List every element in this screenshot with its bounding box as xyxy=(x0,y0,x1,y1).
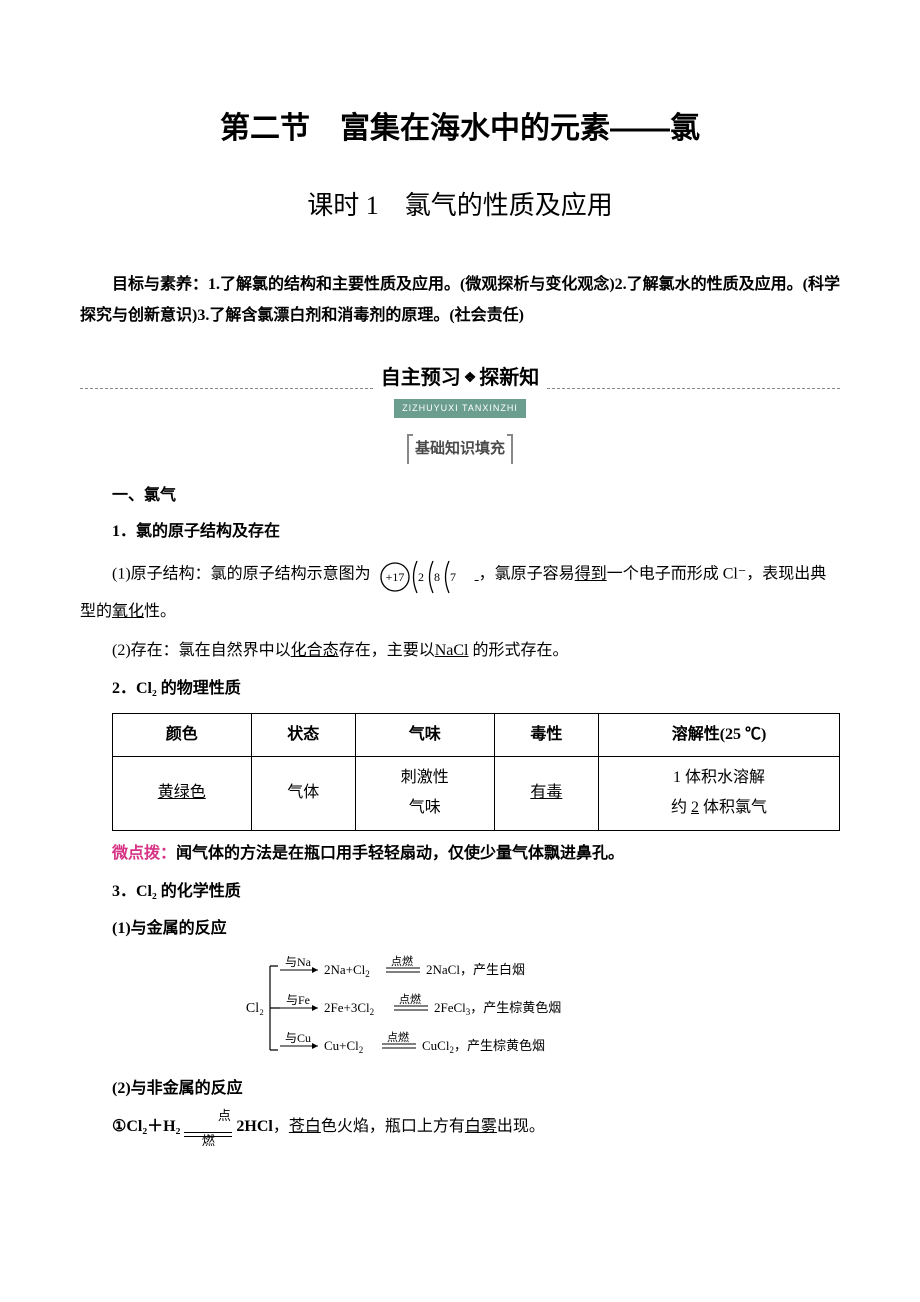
banner-chinese: 自主预习❖探新知 xyxy=(381,359,540,397)
svg-text:点燃: 点燃 xyxy=(391,954,413,968)
atom-diagram: +17 2 8 7 xyxy=(375,566,479,583)
heading-chlorine-gas: 一、氯气 xyxy=(80,481,840,511)
exist-mid: 存在，主要以 xyxy=(339,642,435,659)
atom-diagram-svg: +17 2 8 7 xyxy=(375,553,475,597)
atom-suffix-a: ，氯原子容易 xyxy=(479,566,575,583)
tail-b: 色火焰，瓶口上方有 xyxy=(321,1118,465,1135)
td-color: 黄绿色 xyxy=(113,757,252,831)
svg-text:与Na: 与Na xyxy=(285,955,312,969)
section-banner: 自主预习❖探新知 ZIZHUYUXI TANXINZHI xyxy=(80,359,840,418)
atom-u1: 得到 xyxy=(575,566,607,583)
svg-text:+17: +17 xyxy=(385,570,404,584)
exist-suffix: 的形式存在。 xyxy=(472,642,568,659)
svg-text:7: 7 xyxy=(450,570,456,584)
note-label: 微点拨： xyxy=(112,845,176,862)
reaction-lhs: Cl₂＋H₂ xyxy=(126,1118,180,1135)
td-state: 气体 xyxy=(251,757,355,831)
th-solubility: 溶解性(25 ℃) xyxy=(599,713,840,756)
tail-u1: 苍白 xyxy=(289,1118,321,1135)
reaction-arrow-icon: 点燃 xyxy=(184,1118,232,1137)
color-value: 黄绿色 xyxy=(158,784,206,801)
reaction-rhs: 2HCl xyxy=(236,1118,272,1135)
svg-text:点燃: 点燃 xyxy=(399,992,421,1006)
tail-a: ， xyxy=(273,1118,289,1135)
smell-b: 气味 xyxy=(364,793,486,823)
toxic-value: 有毒 xyxy=(530,784,562,801)
heading-physical-props: 2．Cl₂ 的物理性质 xyxy=(80,674,840,704)
physical-properties-table: 颜色 状态 气味 毒性 溶解性(25 ℃) 黄绿色 气体 刺激性 气味 有毒 1… xyxy=(112,713,840,831)
table-row: 颜色 状态 气味 毒性 溶解性(25 ℃) xyxy=(113,713,840,756)
svg-text:Cu+Cl2: Cu+Cl2 xyxy=(324,1038,363,1055)
exist-prefix: (2)存在：氯在自然界中以 xyxy=(112,642,291,659)
exist-u1: 化合态 xyxy=(291,642,339,659)
reaction-cond: 点燃 xyxy=(184,1104,232,1153)
sol-b-post: 体积氯气 xyxy=(699,799,767,816)
atom-structure-paragraph: (1)原子结构：氯的原子结构示意图为 +17 2 8 7 ，氯原子容易得到一个电… xyxy=(80,553,840,627)
objectives-lead: 目标与素养： xyxy=(112,276,208,293)
banner-dash-right xyxy=(547,388,840,389)
page-title: 第二节 富集在海水中的元素——氯 xyxy=(80,100,840,157)
heading-atom-structure: 1．氯的原子结构及存在 xyxy=(80,517,840,547)
micro-note: 微点拨：闻气体的方法是在瓶口用手轻轻扇动，仅使少量气体飘进鼻孔。 xyxy=(80,839,840,869)
atom-prefix: (1)原子结构：氯的原子结构示意图为 xyxy=(112,566,371,583)
banner-left: 自主预习 xyxy=(381,367,461,389)
svg-text:2FeCl3，产生棕黄色烟: 2FeCl3，产生棕黄色烟 xyxy=(434,1000,561,1017)
svg-text:8: 8 xyxy=(434,570,440,584)
th-toxicity: 毒性 xyxy=(494,713,598,756)
note-text: 闻气体的方法是在瓶口用手轻轻扇动，仅使少量气体飘进鼻孔。 xyxy=(176,845,624,862)
tail-c: 出现。 xyxy=(497,1118,545,1135)
sol-b: 约 2 体积氯气 xyxy=(607,793,831,823)
svg-text:Cl₂: Cl₂ xyxy=(246,1001,264,1016)
td-smell: 刺激性 气味 xyxy=(356,757,495,831)
existence-paragraph: (2)存在：氯在自然界中以化合态存在，主要以NaCl 的形式存在。 xyxy=(80,636,840,666)
svg-text:2NaCl，产生白烟: 2NaCl，产生白烟 xyxy=(426,962,525,977)
tail-u2: 白雾 xyxy=(465,1118,497,1135)
react-metal-heading: (1)与金属的反应 xyxy=(80,914,840,944)
th-state: 状态 xyxy=(251,713,355,756)
sol-b-pre: 约 xyxy=(671,799,691,816)
svg-text:CuCl2，产生棕黄色烟: CuCl2，产生棕黄色烟 xyxy=(422,1038,545,1055)
atom-u2: 氧化 xyxy=(112,603,144,620)
banner-dash-left xyxy=(80,388,373,389)
th-color: 颜色 xyxy=(113,713,252,756)
reaction-h2: ①Cl₂＋H₂ 点燃 2HCl，苍白色火焰，瓶口上方有白雾出现。 xyxy=(80,1112,840,1142)
banner-pinyin: ZIZHUYUXI TANXINZHI xyxy=(394,399,526,418)
heading-chemical-props: 3．Cl₂ 的化学性质 xyxy=(80,877,840,907)
smell-a: 刺激性 xyxy=(364,763,486,793)
svg-text:点燃: 点燃 xyxy=(387,1030,409,1044)
svg-text:与Fe: 与Fe xyxy=(286,993,310,1007)
sub-banner-text: 基础知识填充 xyxy=(407,435,513,464)
svg-text:与Cu: 与Cu xyxy=(285,1031,311,1045)
atom-suffix-c: 性。 xyxy=(144,603,176,620)
svg-text:2Fe+3Cl2: 2Fe+3Cl2 xyxy=(324,1000,374,1017)
sol-b-u: 2 xyxy=(691,799,699,816)
metal-reactions-svg: Cl₂ 与Na 2Na+Cl2 点燃 2NaCl，产生白烟 与Fe 2Fe+3C… xyxy=(240,954,680,1060)
td-toxic: 有毒 xyxy=(494,757,598,831)
metal-reactions-block: Cl₂ 与Na 2Na+Cl2 点燃 2NaCl，产生白烟 与Fe 2Fe+3C… xyxy=(80,954,840,1060)
sub-banner: 基础知识填充 xyxy=(80,434,840,464)
banner-right: 探新知 xyxy=(479,367,539,389)
svg-text:2: 2 xyxy=(418,570,424,584)
lesson-subtitle: 课时 1 氯气的性质及应用 xyxy=(80,181,840,230)
table-row: 黄绿色 气体 刺激性 气味 有毒 1 体积水溶解 约 2 体积氯气 xyxy=(113,757,840,831)
exist-u2: NaCl xyxy=(435,642,469,659)
reaction-num: ① xyxy=(112,1118,126,1135)
td-solubility: 1 体积水溶解 约 2 体积氯气 xyxy=(599,757,840,831)
objectives-paragraph: 目标与素养：1.了解氯的结构和主要性质及应用。(微观探析与变化观念)2.了解氯水… xyxy=(80,270,840,331)
banner-sep-icon: ❖ xyxy=(461,371,480,386)
svg-text:2Na+Cl2: 2Na+Cl2 xyxy=(324,962,370,979)
sol-a: 1 体积水溶解 xyxy=(607,763,831,793)
react-nonmetal-heading: (2)与非金属的反应 xyxy=(80,1074,840,1104)
th-smell: 气味 xyxy=(356,713,495,756)
